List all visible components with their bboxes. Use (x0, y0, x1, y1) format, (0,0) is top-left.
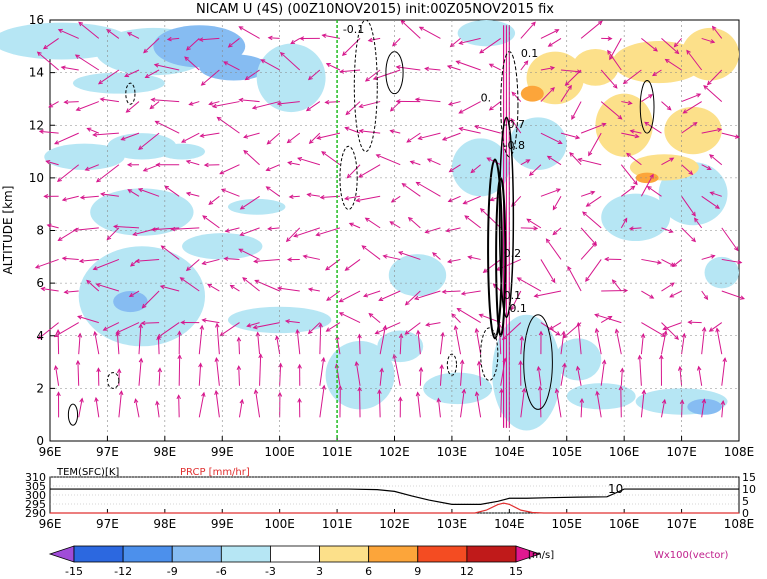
x-tick-label: 102E (379, 445, 410, 459)
contour-label: -0.8 (504, 139, 525, 152)
shaded-region (73, 73, 165, 94)
x-tick-label: 97E (96, 445, 119, 459)
colorbar-swatch (369, 546, 418, 562)
x-tick-label: 96E (39, 445, 62, 459)
colorbar-swatch (50, 546, 74, 562)
y-tick-label: 8 (36, 224, 44, 238)
contour-label: 0.1 (509, 302, 527, 315)
colorbar-tick-label: -9 (167, 565, 178, 575)
y-tick-label: 10 (29, 171, 44, 185)
x-tick-label: 97E (96, 517, 119, 531)
x-tick-label: 106E (609, 445, 640, 459)
x-tick-label: 98E (153, 445, 176, 459)
x-tick-label: 98E (153, 517, 176, 531)
shaded-region (257, 44, 326, 112)
wind-vector (359, 335, 360, 355)
x-tick-label: 100E (264, 445, 295, 459)
colorbar-swatch (467, 546, 516, 562)
colorbar-tick-label: -12 (114, 565, 132, 575)
right-tick-label: 10 (742, 483, 756, 496)
vector-legend: Wx100(vector) (654, 550, 729, 561)
colorbar-swatch (123, 546, 172, 562)
legend-tem: TEM(SFC)[K] (56, 467, 119, 478)
colorbar-swatch (172, 546, 221, 562)
x-tick-label: 108E (724, 517, 755, 531)
wind-vector (179, 395, 180, 417)
colorbar-unit: [m/s] (528, 550, 554, 561)
shaded-region (572, 49, 618, 86)
y-tick-label: 6 (36, 276, 44, 290)
colorbar-swatch (418, 546, 467, 562)
x-tick-label: 101E (322, 517, 353, 531)
colorbar-tick-label: 6 (365, 565, 372, 575)
y-tick-label: 14 (29, 66, 44, 80)
shaded-region (228, 199, 285, 215)
shaded-region (567, 383, 636, 409)
x-tick-label: 103E (437, 445, 468, 459)
shaded-region (113, 291, 147, 312)
colorbar-swatch (74, 546, 123, 562)
colorbar-swatch (320, 546, 369, 562)
left-tick-label: 310 (25, 471, 46, 484)
surface-annotation: 10 (608, 482, 623, 496)
colorbar-tick-label: 12 (460, 565, 474, 575)
colorbar-tick-label: 15 (509, 565, 523, 575)
x-tick-label: 96E (39, 517, 62, 531)
x-tick-label: 108E (724, 445, 755, 459)
contour-label: 0. (481, 92, 492, 105)
wind-vector (64, 102, 78, 103)
x-tick-label: 107E (666, 445, 697, 459)
wind-vector (682, 400, 683, 417)
y-tick-label: 12 (29, 118, 44, 132)
shaded-region (521, 86, 544, 102)
x-tick-label: 107E (666, 517, 697, 531)
x-tick-label: 103E (437, 517, 468, 531)
colorbar-tick-label: -3 (265, 565, 276, 575)
colorbar-tick-label: -6 (216, 565, 227, 575)
y-tick-label: 16 (29, 13, 44, 27)
x-tick-label: 106E (609, 517, 640, 531)
x-tick-label: 105E (552, 445, 583, 459)
colorbar-swatch (270, 546, 319, 562)
colorbar-tick-label: 9 (414, 565, 421, 575)
colorbar-tick-label: 3 (316, 565, 323, 575)
right-tick-label: 5 (742, 495, 749, 508)
y-tick-label: 4 (36, 329, 44, 343)
wind-vector (521, 228, 537, 229)
chart-title: NICAM U (4S) (00Z10NOV2015) init:00Z05NO… (196, 2, 554, 17)
right-tick-label: 15 (742, 471, 756, 484)
x-tick-label: 100E (264, 517, 295, 531)
contour-label: 0.1 (521, 47, 539, 60)
colorbar-tick-label: -15 (65, 565, 83, 575)
x-tick-label: 105E (552, 517, 583, 531)
colorbar: -15 -12 -9 -6 -3 3 6 9 12 15 [m/s] Wx100(vector) (50, 546, 729, 575)
y-axis-label: ALTITUDE [km] (1, 186, 15, 275)
shaded-region (159, 144, 205, 160)
wind-vector (142, 323, 159, 324)
x-tick-label: 104E (494, 445, 525, 459)
x-tick-label: 104E (494, 517, 525, 531)
x-tick-label: 99E (211, 517, 234, 531)
x-tick-label: 102E (379, 517, 410, 531)
x-tick-label: 101E (322, 445, 353, 459)
wind-vector (158, 336, 159, 354)
wind-vector (58, 330, 59, 354)
contour-label: -0.7 (504, 118, 525, 131)
colorbar-swatch (221, 546, 270, 562)
shaded-region (389, 254, 446, 296)
x-tick-label: 99E (211, 445, 234, 459)
y-tick-label: 2 (36, 381, 44, 395)
contour-label: -0.1 (343, 23, 364, 36)
contour-label: 0.1 (504, 289, 522, 302)
legend-prcp: PRCP [mm/hr] (180, 467, 250, 478)
contour-label: 0.2 (504, 247, 522, 260)
